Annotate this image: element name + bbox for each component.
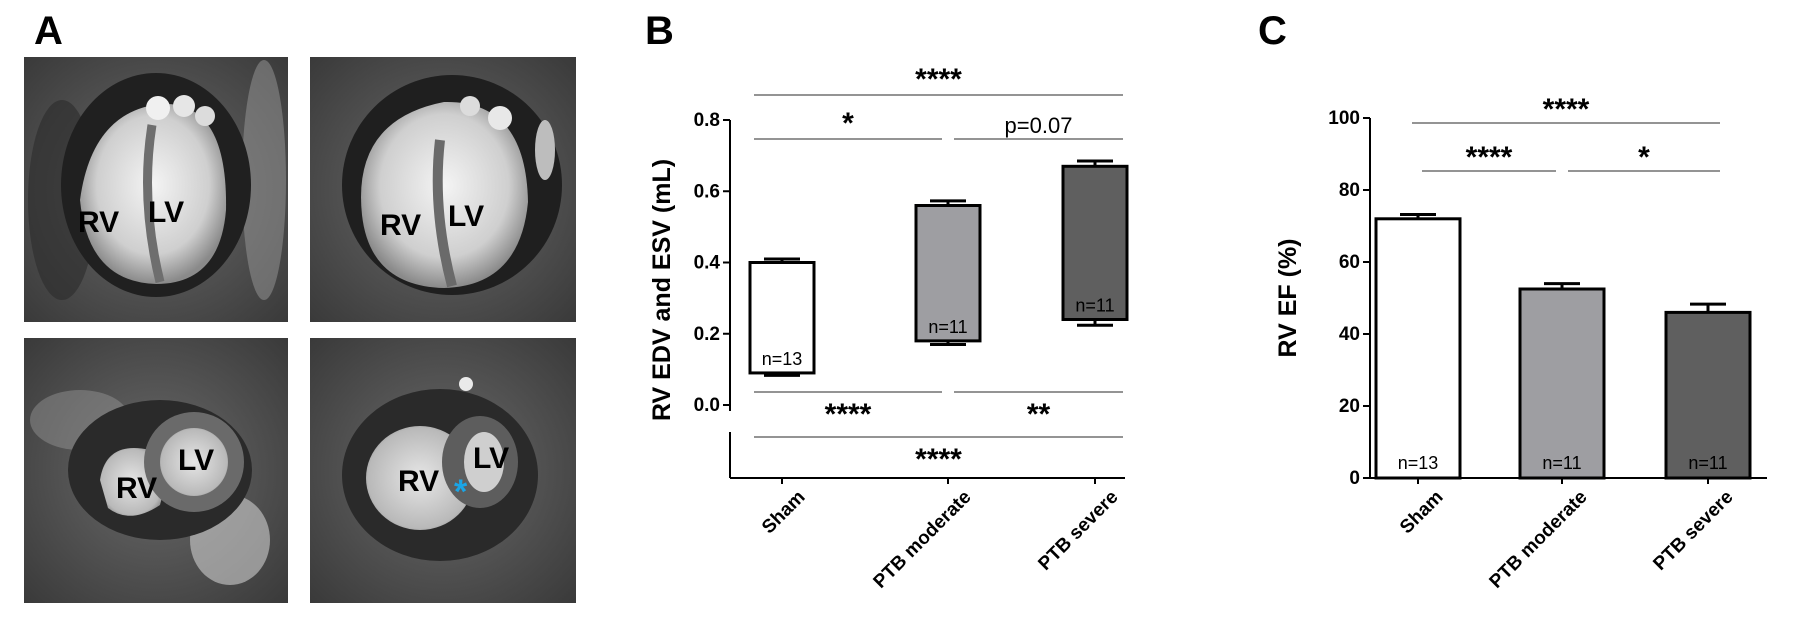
significance-label: **** <box>1466 141 1513 174</box>
bar-ptb-moderate <box>1518 287 1606 480</box>
chart-c: 0 20 40 60 80 100 RV EF (%) n=13 Sham n=11 PTB mod… <box>1274 93 1767 593</box>
y-tick-label: 0.0 <box>694 395 720 416</box>
mri-image-top-right <box>310 57 576 322</box>
mri-label-lv: LV <box>148 196 184 229</box>
y-tick-label: 80 <box>1339 180 1360 201</box>
mri-image-bottom-right <box>310 338 576 603</box>
panel-letter-b: B <box>645 9 674 53</box>
chart-b: 0.0 0.2 0.4 0.6 0.8 RV EDV and ESV (mL) n=13 Sh… <box>648 63 1129 593</box>
mri-asterisk: * <box>454 473 468 511</box>
mri-label-rv: RV <box>78 206 119 239</box>
y-tick-label: 0.6 <box>694 181 720 202</box>
x-tick-label: Sham <box>758 487 809 538</box>
bar-ptb-moderate <box>914 204 982 343</box>
mri-label-rv: RV <box>116 472 157 505</box>
n-label: n=11 <box>1542 453 1581 473</box>
y-tick-label: 0.2 <box>694 324 720 345</box>
x-tick-label: PTB moderate <box>1486 487 1592 593</box>
panel-letter-a: A <box>34 9 63 53</box>
y-axis-title: RV EF (%) <box>1274 239 1302 358</box>
y-tick-label: 0.8 <box>694 110 720 131</box>
n-label: n=13 <box>1398 453 1439 473</box>
y-tick-label: 0 <box>1349 468 1360 489</box>
x-tick-label: Sham <box>1396 487 1447 538</box>
y-tick-label: 40 <box>1339 324 1360 345</box>
y-tick-label: 20 <box>1339 396 1360 417</box>
significance-label: **** <box>1543 93 1590 126</box>
y-tick-label: 0.4 <box>694 253 721 274</box>
mri-label-lv: LV <box>178 444 214 477</box>
significance-label: * <box>1638 141 1650 174</box>
significance-label: **** <box>825 398 872 431</box>
mri-image-top-left <box>24 57 288 322</box>
panel-letter-c: C <box>1258 9 1287 53</box>
significance-label: ** <box>1027 398 1051 431</box>
x-tick-label: PTB severe <box>1034 487 1122 575</box>
n-label: n=13 <box>762 349 803 369</box>
n-label: n=11 <box>1075 296 1114 316</box>
significance-label: p=0.07 <box>1005 113 1073 138</box>
y-tick-label: 60 <box>1339 252 1360 273</box>
mri-label-rv: RV <box>380 209 421 242</box>
mri-label-lv: LV <box>448 200 484 233</box>
y-tick-label: 100 <box>1328 108 1360 129</box>
bar-sham <box>1374 217 1462 480</box>
mri-image-bottom-left <box>24 338 288 603</box>
significance-label: * <box>842 107 854 140</box>
x-tick-label: PTB moderate <box>870 487 976 593</box>
significance-label: **** <box>915 63 962 96</box>
mri-label-rv: RV <box>398 465 439 498</box>
significance-label: **** <box>915 443 962 476</box>
mri-label-lv: LV <box>473 442 509 475</box>
y-axis-title: RV EDV and ESV (mL) <box>648 159 676 421</box>
x-tick-label: PTB severe <box>1649 487 1737 575</box>
n-label: n=11 <box>928 317 967 337</box>
n-label: n=11 <box>1688 453 1727 473</box>
